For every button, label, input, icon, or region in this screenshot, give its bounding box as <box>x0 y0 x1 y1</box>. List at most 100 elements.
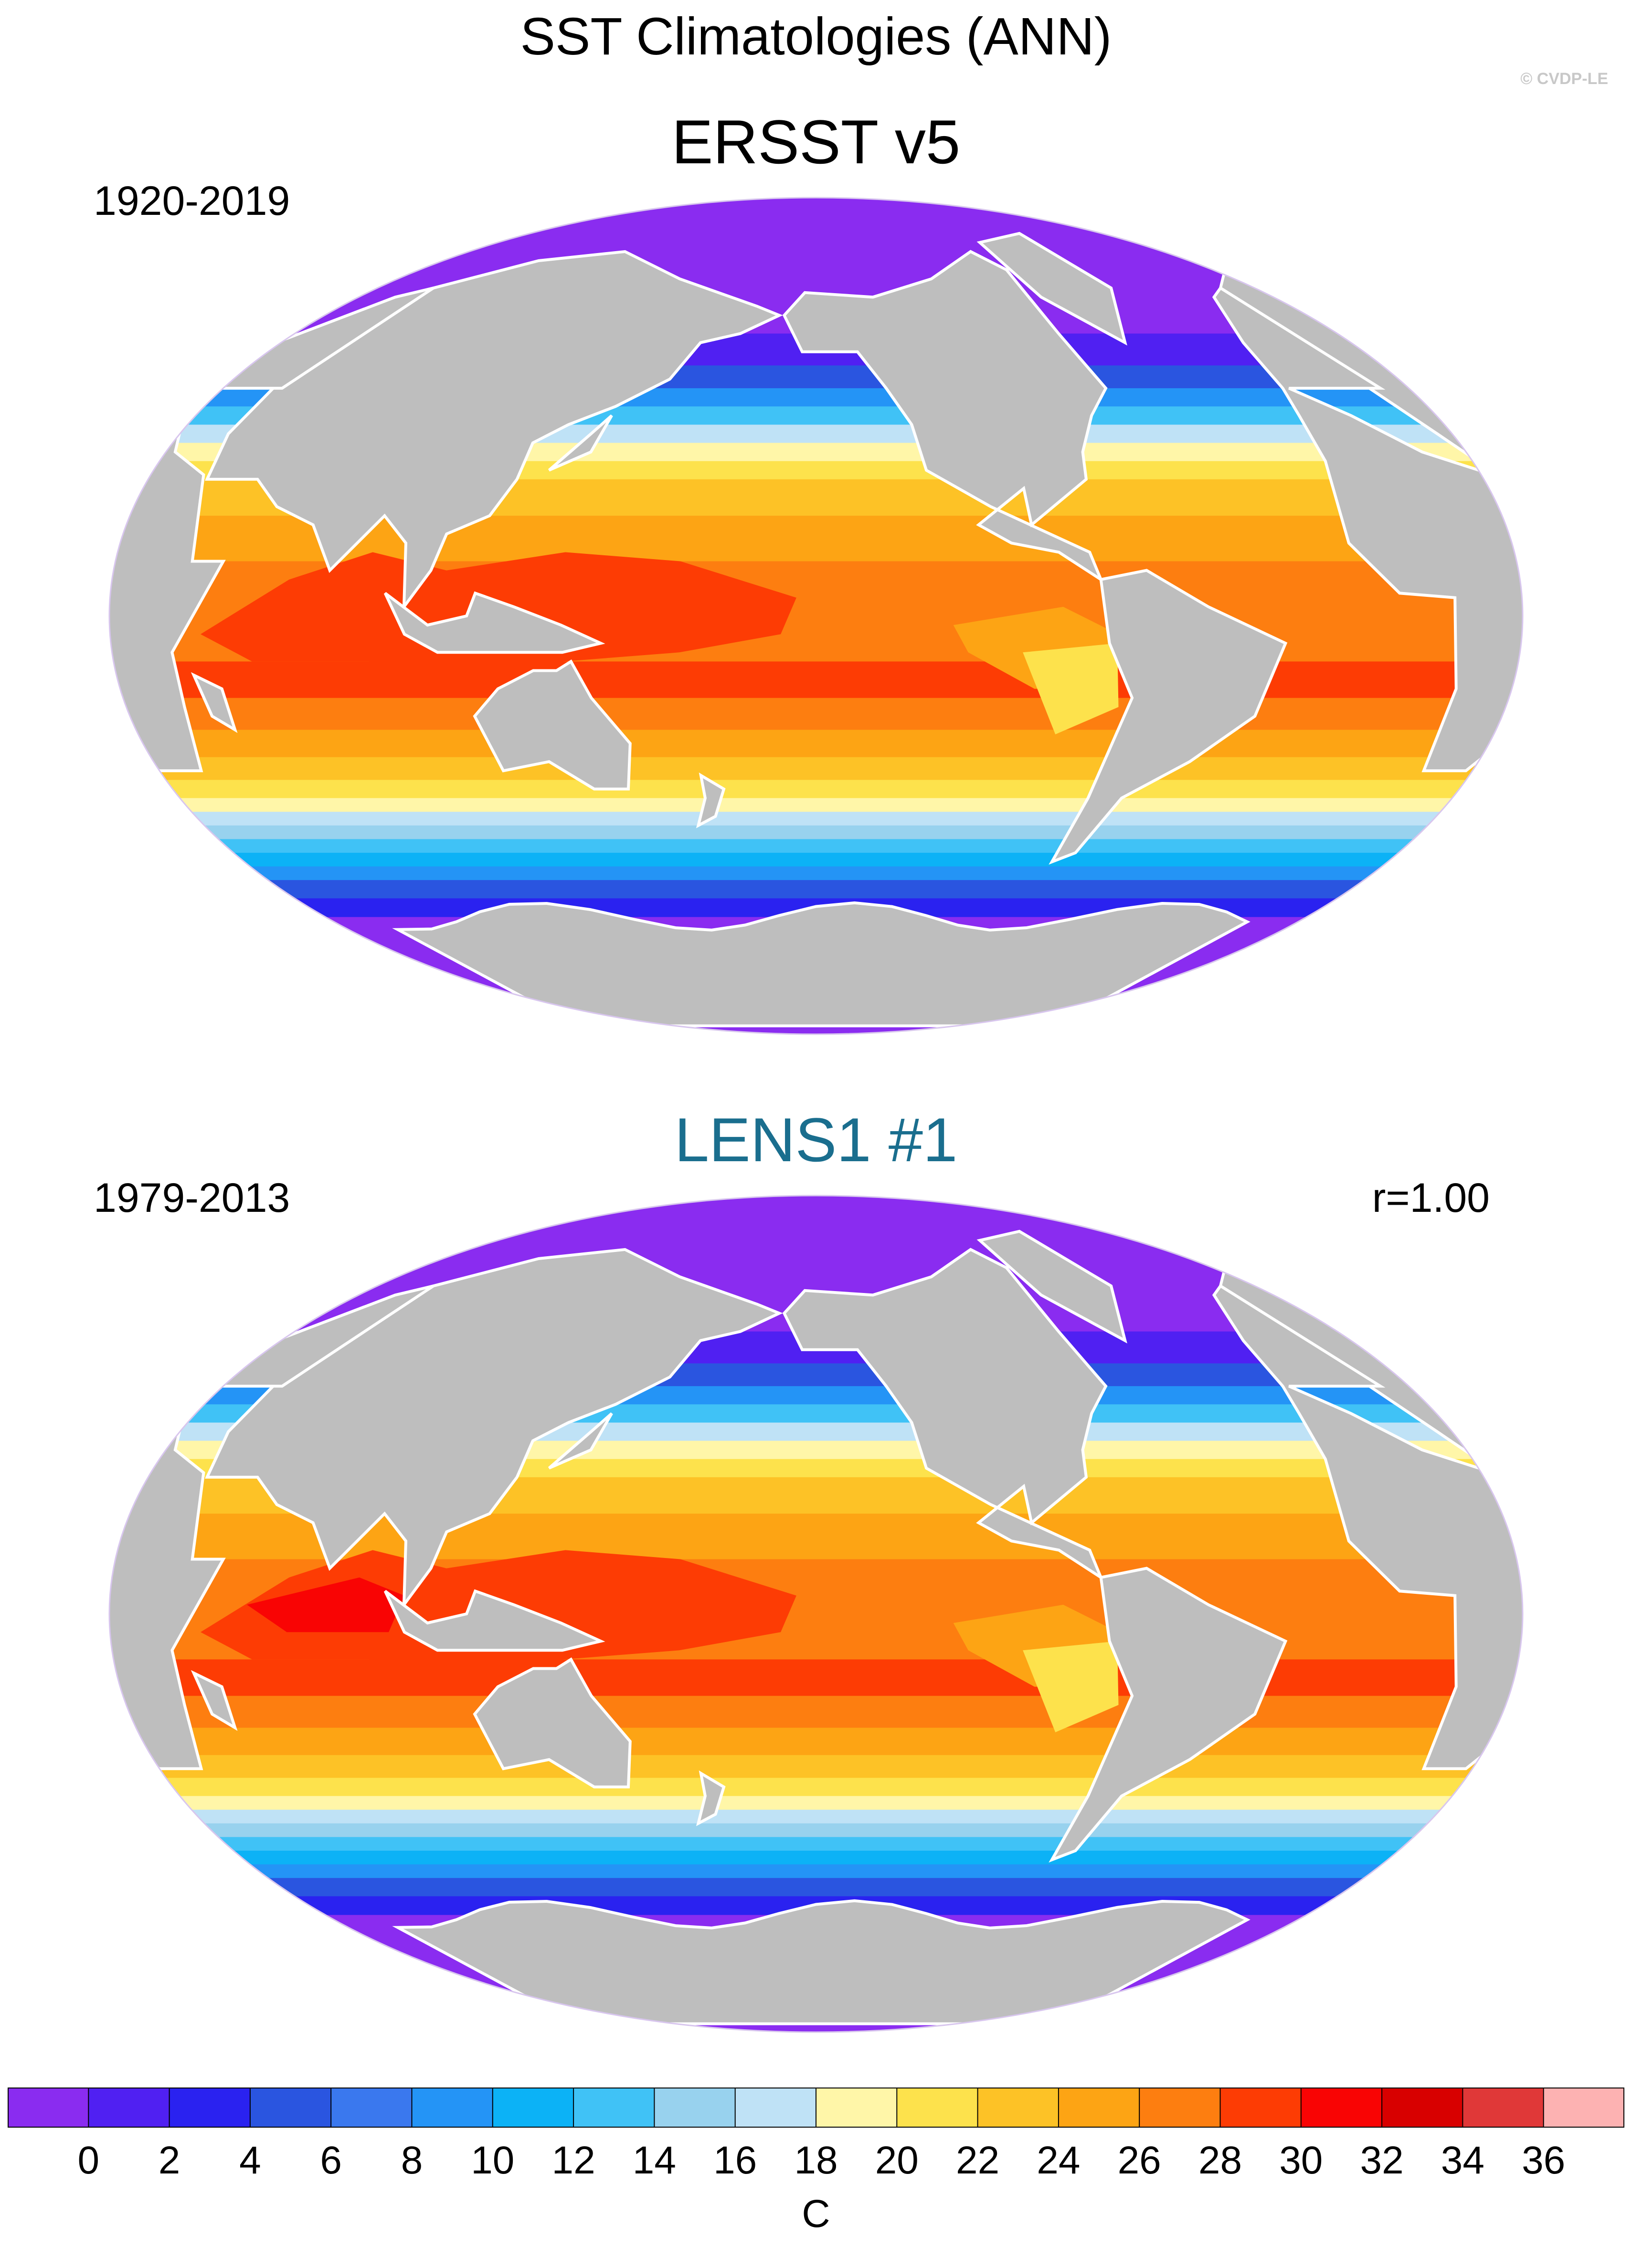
colorbar-tick-label: 24 <box>1037 2139 1081 2182</box>
sst-band <box>109 1755 1523 1779</box>
panel-1-title: ERSST v5 <box>671 107 961 177</box>
panel-2-title: LENS1 #1 <box>674 1105 958 1175</box>
land-north-america <box>782 250 1108 583</box>
colorbar-swatch <box>169 2088 251 2128</box>
colorbar-swatch <box>1220 2088 1302 2128</box>
land-north-america-wrap <box>1608 1250 1632 1578</box>
sst-band <box>109 1837 1523 1851</box>
land-antarctica <box>392 1899 1250 2025</box>
colorbar <box>8 2088 1624 2128</box>
sst-field <box>109 1196 1632 2032</box>
map-border <box>108 197 1524 1035</box>
land-europe-africa-wrap <box>1212 286 1523 773</box>
land-greenland <box>976 232 1127 346</box>
land-europe-africa <box>109 286 434 773</box>
colorbar-tick-label: 12 <box>551 2139 595 2182</box>
colorbar-tick-label: 10 <box>471 2139 515 2182</box>
land-south-america <box>1049 1567 1288 1863</box>
land-australia <box>473 1657 632 1789</box>
land-japan <box>548 1412 613 1470</box>
panel-2-period: 1979-2013 <box>94 1175 290 1221</box>
colorbar-swatch <box>654 2088 736 2128</box>
sst-band <box>109 1823 1523 1838</box>
colorbar-swatch <box>816 2088 897 2128</box>
colorbar-unit: C <box>802 2192 830 2236</box>
land-europe-africa-wrap <box>1212 1284 1523 1770</box>
colorbar-tick-label: 16 <box>713 2139 757 2182</box>
colorbar-tick-label: 14 <box>632 2139 676 2182</box>
land-australia <box>473 659 632 791</box>
sst-band <box>109 1810 1523 1824</box>
panel-1-period: 1920-2019 <box>94 178 290 224</box>
sst-field <box>109 198 1632 1034</box>
land-antarctica <box>392 901 1250 1028</box>
colorbar-swatch <box>897 2088 978 2128</box>
land-indonesia <box>383 591 605 654</box>
upwelling-coast <box>1023 1641 1119 1732</box>
colorbar-tick-label: 4 <box>239 2139 261 2182</box>
colorbar-swatch <box>735 2088 816 2128</box>
colorbar-swatch <box>1462 2088 1544 2128</box>
sst-band <box>109 825 1523 840</box>
map-border <box>108 1195 1524 2033</box>
colorbar-swatch <box>1382 2088 1463 2128</box>
panel-2-correlation: r=1.00 <box>1372 1175 1490 1221</box>
colorbar-swatch <box>573 2088 655 2128</box>
colorbar-swatch <box>492 2088 574 2128</box>
sst-band <box>109 757 1523 781</box>
sst-band <box>109 661 1523 699</box>
colorbar-tick-label: 22 <box>955 2139 1000 2182</box>
sst-band <box>109 798 1523 813</box>
sst-band <box>109 853 1523 867</box>
copyright-watermark: © CVDP-LE <box>1520 70 1608 88</box>
land-madagascar <box>191 672 238 733</box>
colorbar-swatch <box>88 2088 170 2128</box>
colorbar-tick-label: 2 <box>158 2139 180 2182</box>
figure-title: SST Climatologies (ANN) <box>520 7 1112 66</box>
land-indonesia <box>383 1589 605 1652</box>
colorbar-tick-label: 6 <box>320 2139 342 2182</box>
sst-band <box>109 780 1523 799</box>
sst-band <box>109 866 1523 881</box>
colorbar-tick-label: 28 <box>1198 2139 1242 2182</box>
land-madagascar-wrap <box>1562 1673 1601 1728</box>
colorbar-swatch <box>250 2088 331 2128</box>
panel-1-sst-map <box>108 197 1632 1035</box>
land-greenland-wrap <box>1600 233 1632 343</box>
colorbar-swatch <box>977 2088 1059 2128</box>
land-north-america <box>782 1248 1108 1581</box>
sst-band <box>109 730 1523 758</box>
warm-pool-core <box>247 1577 404 1632</box>
colorbar-tick-label: 32 <box>1360 2139 1404 2182</box>
colorbar-swatch <box>1139 2088 1221 2128</box>
upwelling-coast <box>1023 643 1119 734</box>
land-europe-africa <box>109 1284 434 1770</box>
colorbar-swatch <box>331 2088 413 2128</box>
sst-band <box>109 698 1523 731</box>
colorbar-tick-label: 34 <box>1441 2139 1484 2182</box>
colorbar-tick-label: 20 <box>875 2139 919 2182</box>
sst-band <box>109 1851 1523 1865</box>
land-north-america-wrap <box>1608 252 1632 580</box>
colorbar-tick-label: 26 <box>1117 2139 1161 2182</box>
land-new-zealand <box>696 1770 726 1826</box>
colorbar-swatch <box>1543 2088 1624 2128</box>
land-south-america <box>1049 569 1288 865</box>
land-madagascar <box>191 1670 238 1731</box>
sst-band <box>109 1796 1523 1811</box>
sst-band <box>109 812 1523 826</box>
sst-band <box>109 1864 1523 1879</box>
sst-band <box>109 1778 1523 1797</box>
sst-band <box>109 880 1523 899</box>
colorbar-swatch <box>1058 2088 1140 2128</box>
colorbar-tick-label: 8 <box>401 2139 423 2182</box>
colorbar-tick-label: 0 <box>77 2139 100 2182</box>
sst-band <box>109 1878 1523 1897</box>
land-new-zealand <box>696 772 726 828</box>
colorbar-swatch <box>8 2088 89 2128</box>
colorbar-swatch <box>1301 2088 1382 2128</box>
sst-band <box>109 1727 1523 1756</box>
land-greenland-wrap <box>1600 1231 1632 1341</box>
land-japan <box>548 414 613 472</box>
colorbar-tick-label: 18 <box>794 2139 838 2182</box>
